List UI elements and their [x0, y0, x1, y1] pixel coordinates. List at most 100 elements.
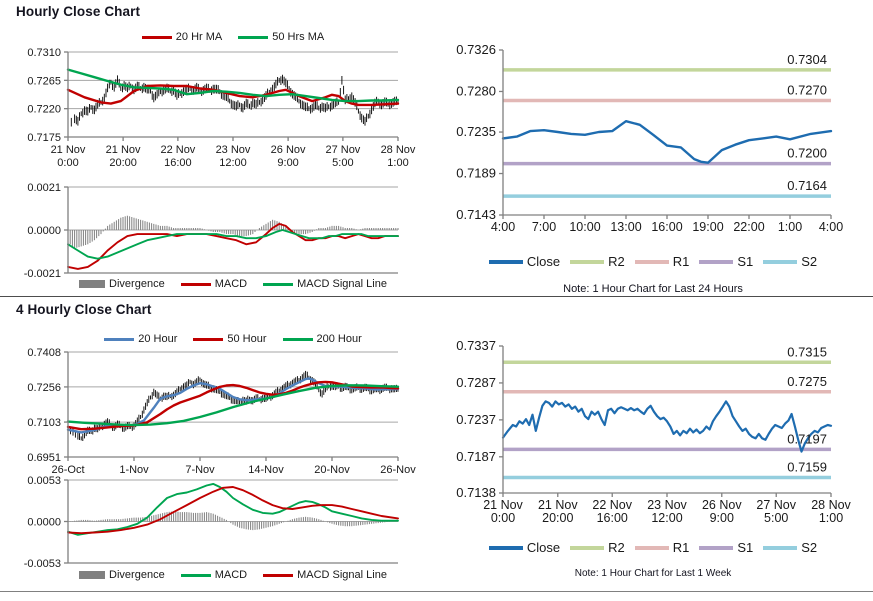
hourly-macd-series	[67, 229, 399, 260]
four-hourly-macd-legend: Divergence MACD MACD Signal Line	[68, 569, 398, 581]
svg-text:7:00: 7:00	[532, 220, 556, 234]
hourly-sr-series	[501, 119, 833, 164]
legend-item-macd: MACD	[180, 569, 247, 581]
svg-text:0.7265: 0.7265	[27, 75, 61, 87]
line-swatch-icon	[763, 545, 798, 550]
line-swatch-icon	[763, 259, 798, 264]
line-swatch-icon	[141, 35, 172, 39]
svg-text:0.7237: 0.7237	[456, 412, 496, 427]
legend-item-s1: S1	[699, 540, 753, 555]
four-hourly-macd-series	[67, 486, 399, 535]
svg-text:0.7270: 0.7270	[787, 82, 827, 97]
legend-label: R2	[608, 254, 625, 269]
hourly-sr-note: Note: 1 Hour Chart for Last 24 Hours	[563, 283, 743, 295]
legend-label: S2	[801, 254, 818, 269]
svg-text:10:00: 10:00	[569, 220, 600, 234]
line-swatch-icon	[180, 282, 211, 286]
hourly-price-series	[66, 68, 400, 103]
four-hourly-sr-series	[501, 400, 833, 453]
line-swatch-icon	[634, 259, 669, 264]
line-swatch-icon	[263, 282, 294, 286]
legend-label: 200 Hour	[316, 333, 362, 345]
line-swatch-icon	[193, 337, 224, 341]
legend-item-200-hour: 200 Hour	[282, 333, 362, 345]
legend-item-20-hr-ma: 20 Hr MA	[141, 31, 223, 43]
four-hourly-section-title: 4 Hourly Close Chart	[16, 302, 152, 317]
section-divider	[0, 296, 873, 297]
svg-text:-0.0021: -0.0021	[24, 268, 61, 280]
hourly-price-legend: 20 Hr MA 50 Hrs MA	[68, 31, 398, 43]
four-hourly-sr-note: Note: 1 Hour Chart for Last 1 Week	[574, 568, 732, 579]
legend-label: Close	[526, 540, 561, 555]
svg-text:19:00: 19:00	[692, 220, 723, 234]
line-swatch-icon	[570, 259, 605, 264]
four-hourly-price-legend: 20 Hour 50 Hour 200 Hour	[68, 333, 398, 345]
legend-item-20-hour: 20 Hour	[104, 333, 177, 345]
svg-text:26-Oct: 26-Oct	[51, 464, 84, 476]
svg-text:4:00: 4:00	[819, 220, 843, 234]
svg-text:0.0021: 0.0021	[27, 182, 61, 194]
legend-label: MACD Signal Line	[297, 278, 387, 290]
svg-text:0.7304: 0.7304	[787, 52, 827, 67]
svg-text:0.7326: 0.7326	[456, 42, 496, 57]
legend-item-close: Close	[488, 254, 561, 269]
svg-text:0.7189: 0.7189	[456, 166, 496, 181]
hourly-macd-series	[67, 222, 399, 270]
hourly-macd-legend: Divergence MACD MACD Signal Line	[68, 278, 398, 290]
legend-item-s1: S1	[699, 254, 753, 269]
legend-label: 20 Hr MA	[175, 31, 223, 43]
four-hourly-price-series	[66, 377, 400, 434]
line-swatch-icon	[488, 259, 523, 264]
legend-item-s2: S2	[763, 540, 817, 555]
legend-item-divergence: Divergence	[79, 569, 165, 581]
svg-text:1-Nov: 1-Nov	[119, 464, 149, 476]
svg-text:0.7408: 0.7408	[27, 347, 61, 359]
svg-text:0.7256: 0.7256	[27, 382, 61, 394]
legend-label: Close	[526, 254, 561, 269]
svg-text:0.7220: 0.7220	[27, 104, 61, 116]
legend-label: Divergence	[109, 569, 165, 581]
line-swatch-icon	[238, 35, 269, 39]
legend-item-50-hrs-ma: 50 Hrs MA	[238, 31, 324, 43]
legend-label: S2	[801, 540, 818, 555]
legend-label: MACD	[214, 278, 248, 290]
legend-label: R1	[672, 254, 690, 269]
svg-text:14-Nov: 14-Nov	[248, 464, 284, 476]
legend-item-r2: R2	[570, 254, 625, 269]
legend-label: 20 Hour	[138, 333, 178, 345]
legend-item-s2: S2	[763, 254, 817, 269]
legend-label: S1	[737, 254, 754, 269]
bottom-divider	[0, 591, 873, 592]
svg-text:0.7164: 0.7164	[787, 178, 827, 193]
legend-label: R2	[608, 540, 625, 555]
svg-text:0.7310: 0.7310	[27, 47, 61, 59]
legend-label: 50 Hour	[227, 333, 267, 345]
svg-text:26-Nov: 26-Nov	[380, 464, 416, 476]
line-swatch-icon	[699, 259, 734, 264]
svg-text:0.7103: 0.7103	[27, 417, 61, 429]
svg-text:4:00: 4:00	[491, 220, 515, 234]
line-swatch-icon	[488, 545, 523, 550]
line-swatch-icon	[282, 337, 313, 341]
bar-swatch-icon	[79, 280, 106, 288]
legend-item-50-hour: 50 Hour	[193, 333, 267, 345]
legend-label: MACD Signal Line	[297, 569, 387, 581]
hourly-macd-plot: 0.0021 0.0000 -0.0021	[24, 182, 399, 280]
legend-item-close: Close	[488, 540, 561, 555]
line-swatch-icon	[634, 545, 669, 550]
svg-text:1:00: 1:00	[778, 220, 802, 234]
svg-text:0.0000: 0.0000	[27, 517, 61, 529]
svg-text:0.7275: 0.7275	[787, 374, 827, 389]
svg-text:0.7315: 0.7315	[787, 344, 827, 359]
